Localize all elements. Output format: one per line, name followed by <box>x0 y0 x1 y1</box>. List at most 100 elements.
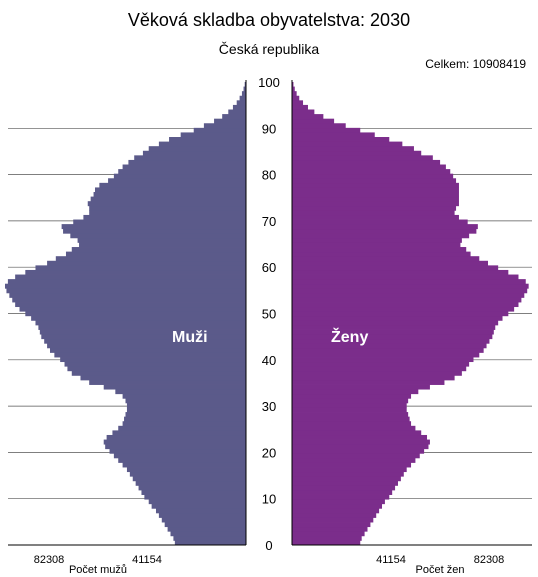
female-bar-age-27 <box>292 416 410 422</box>
female-bar-age-51 <box>292 306 515 312</box>
age-tick-20: 20 <box>262 445 276 460</box>
male-bar-age-54 <box>9 292 247 298</box>
female-bar-age-82 <box>292 164 446 170</box>
male-bar-age-89 <box>180 132 246 138</box>
male-bar-age-58 <box>15 274 246 280</box>
male-bar-age-17 <box>122 462 246 468</box>
female-bar-age-12 <box>292 485 396 491</box>
female-bar-age-25 <box>292 425 416 431</box>
male-bar-age-45 <box>41 334 246 340</box>
female-bar-age-5 <box>292 517 374 523</box>
female-bar-age-70 <box>292 219 468 225</box>
x-axis-label-right: Počet žen <box>416 564 465 576</box>
female-bar-age-7 <box>292 508 380 514</box>
female-bar-age-45 <box>292 334 493 340</box>
female-bar-age-34 <box>292 384 430 390</box>
male-bar-age-19 <box>113 453 246 459</box>
male-bar-age-0 <box>174 540 246 546</box>
male-bar-age-90 <box>193 127 246 133</box>
female-bar-age-29 <box>292 407 407 413</box>
female-bar-age-36 <box>292 375 455 381</box>
female-bar-age-59 <box>292 269 509 275</box>
female-bar-age-14 <box>292 476 401 482</box>
male-bar-age-71 <box>83 214 246 220</box>
female-bar-age-100 <box>292 82 294 87</box>
male-bar-age-24 <box>112 430 247 436</box>
female-bar-age-6 <box>292 512 377 518</box>
male-bar-age-57 <box>7 279 246 285</box>
age-tick-60: 60 <box>262 260 276 275</box>
age-tick-80: 80 <box>262 168 276 183</box>
male-bar-age-84 <box>134 155 246 161</box>
female-bar-age-55 <box>292 288 528 294</box>
female-bar-age-71 <box>292 214 459 220</box>
male-bar-age-26 <box>122 421 246 427</box>
female-bar-age-19 <box>292 453 420 459</box>
female-bar-age-89 <box>292 132 375 138</box>
female-bar-age-18 <box>292 457 416 463</box>
male-bar-age-18 <box>118 457 246 463</box>
female-bar-age-80 <box>292 173 454 179</box>
female-bar-age-65 <box>292 242 461 248</box>
female-bar-age-67 <box>292 233 470 239</box>
male-bar-age-50 <box>25 311 247 317</box>
female-bar-age-50 <box>292 311 509 317</box>
age-tick-100: 100 <box>258 75 280 90</box>
male-bar-age-43 <box>47 343 247 349</box>
female-bar-age-77 <box>292 187 459 193</box>
female-bar-age-99 <box>292 86 295 92</box>
chart-subtitle: Česká republika <box>218 41 320 57</box>
female-bar-age-40 <box>292 357 474 363</box>
female-bar-age-98 <box>292 91 297 97</box>
total-population-label: Celkem: 10908419 <box>425 57 526 71</box>
male-bar-age-91 <box>203 123 246 129</box>
female-bar-age-9 <box>292 499 385 505</box>
female-bar-age-63 <box>292 251 471 257</box>
male-bar-age-27 <box>124 416 246 422</box>
female-bar-age-0 <box>292 540 361 546</box>
female-bar-age-41 <box>292 352 480 358</box>
male-bar-age-81 <box>118 169 246 175</box>
male-bar-age-98 <box>241 91 246 97</box>
female-bar-age-60 <box>292 265 499 271</box>
female-bar-age-86 <box>292 146 414 152</box>
male-bar-age-49 <box>31 315 246 321</box>
female-bar-age-48 <box>292 320 499 326</box>
female-bar-age-68 <box>292 228 477 234</box>
male-bar-age-79 <box>108 178 247 184</box>
female-bar-age-11 <box>292 489 393 495</box>
female-bar-age-93 <box>292 114 324 120</box>
female-bar-age-39 <box>292 361 470 367</box>
male-bar-age-2 <box>170 531 246 537</box>
female-bar-age-28 <box>292 412 409 418</box>
male-bar-age-11 <box>141 489 246 495</box>
male-bar-age-6 <box>158 512 246 518</box>
male-bar-age-63 <box>65 251 246 257</box>
male-bar-age-92 <box>214 118 246 124</box>
female-bar-age-88 <box>292 137 390 142</box>
male-bar-age-10 <box>144 494 246 500</box>
male-bar-age-70 <box>73 219 247 225</box>
female-bar-age-79 <box>292 178 457 184</box>
male-bar-age-41 <box>54 352 246 358</box>
age-tick-labels: 0 10 20 30 40 50 60 70 80 90 100 <box>258 75 280 553</box>
female-bar-age-32 <box>292 393 412 399</box>
female-bar-age-66 <box>292 237 462 243</box>
male-bar-age-35 <box>89 379 246 385</box>
female-bar-age-16 <box>292 467 407 473</box>
female-bar-age-13 <box>292 480 398 486</box>
female-bar-age-52 <box>292 302 519 308</box>
x-tick-left-1: 41154 <box>132 554 162 566</box>
female-bar-age-81 <box>292 169 451 175</box>
male-bar-age-1 <box>173 535 246 541</box>
male-bar-age-77 <box>95 187 247 193</box>
male-bar-age-29 <box>126 407 246 413</box>
age-tick-50: 50 <box>262 307 276 322</box>
male-bar-age-62 <box>55 256 247 262</box>
male-bar-age-96 <box>236 100 246 106</box>
male-bar-age-3 <box>167 526 246 532</box>
male-bar-age-94 <box>228 109 246 115</box>
male-bar-age-42 <box>49 347 246 353</box>
female-bar-age-57 <box>292 279 526 285</box>
